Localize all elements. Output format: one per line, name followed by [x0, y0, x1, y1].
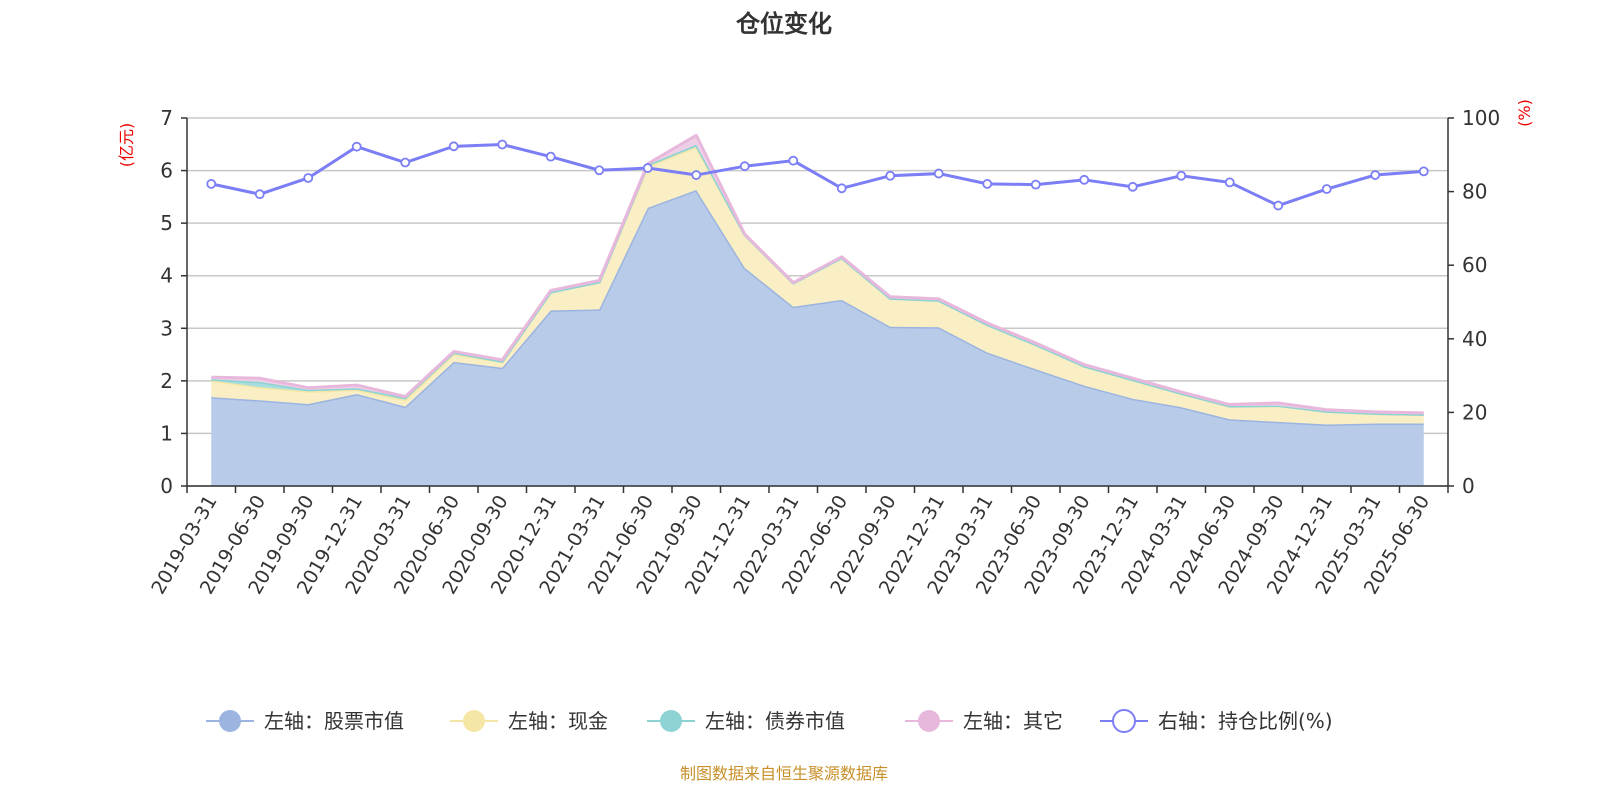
left-axis-tick-label: 1 — [160, 421, 173, 445]
legend-label: 左轴：其它 — [963, 709, 1063, 733]
ratio-point — [982, 178, 993, 189]
left-axis-tick-label: 0 — [160, 474, 173, 498]
ratio-point — [1127, 181, 1138, 192]
ratio-point — [1273, 200, 1284, 211]
right-axis-tick-label: 20 — [1462, 400, 1487, 424]
area-line-左轴：其它 — [211, 133, 1424, 415]
legend-label: 左轴：现金 — [508, 709, 608, 733]
legend-item[interactable]: 左轴：股票市值 — [206, 709, 404, 733]
ratio-point — [788, 155, 799, 166]
ratio-point — [497, 139, 508, 150]
ratio-point — [836, 183, 847, 194]
right-axis-tick-label: 60 — [1462, 253, 1487, 277]
ratio-point — [1224, 177, 1235, 188]
ratio-point — [400, 157, 411, 168]
ratio-point — [1418, 166, 1429, 177]
area-左轴：现金 — [211, 146, 1424, 425]
legend-item[interactable]: 左轴：其它 — [905, 709, 1063, 733]
left-axis-tick-label: 7 — [160, 106, 173, 130]
left-axis-tick-label: 2 — [160, 369, 173, 393]
right-axis-tick-label: 80 — [1462, 180, 1487, 204]
ratio-point — [642, 163, 653, 173]
left-axis-unit: (亿元) — [117, 123, 136, 168]
legend-circle-icon — [660, 710, 682, 732]
left-axis-tick-label: 6 — [160, 159, 173, 183]
ratio-point — [594, 165, 605, 176]
ratio-point — [1079, 174, 1090, 185]
ratio-point — [933, 168, 944, 179]
ratio-point — [254, 189, 265, 200]
ratio-point — [1030, 179, 1041, 190]
legend-label: 右轴：持仓比例(%) — [1158, 709, 1333, 733]
ratio-point — [351, 141, 362, 152]
left-axis-tick-label: 4 — [160, 264, 173, 288]
legend-label: 左轴：股票市值 — [264, 709, 404, 733]
legend-circle-icon — [918, 710, 940, 732]
ratio-point — [691, 170, 702, 180]
right-axis-tick-label: 40 — [1462, 327, 1487, 351]
data-source-footer: 制图数据来自恒生聚源数据库 — [680, 764, 888, 783]
legend-circle-icon — [463, 710, 485, 732]
legend-item[interactable]: 左轴：现金 — [450, 709, 608, 733]
ratio-point — [206, 178, 217, 189]
right-axis-tick-label: 0 — [1462, 474, 1475, 498]
chart-title: 仓位变化 — [735, 10, 832, 38]
right-axis-tick-label: 100 — [1462, 106, 1500, 130]
left-axis-tick-label: 5 — [160, 211, 173, 235]
ratio-point — [885, 170, 896, 181]
ratio-point — [1370, 170, 1381, 180]
legend-item[interactable]: 右轴：持仓比例(%) — [1100, 709, 1333, 733]
legend-item[interactable]: 左轴：债券市值 — [647, 709, 845, 733]
legend-label: 左轴：债券市值 — [705, 709, 845, 733]
ratio-point — [739, 161, 750, 172]
ratio-line — [210, 142, 1424, 208]
ratio-point — [448, 141, 459, 152]
ratio-point — [1321, 184, 1332, 194]
right-axis-unit: (%) — [1515, 99, 1534, 127]
area-左轴：股票市值 — [211, 190, 1424, 486]
legend-circle-icon — [219, 710, 241, 732]
ratio-point — [545, 151, 556, 162]
ratio-point — [1176, 170, 1187, 181]
left-axis-tick-label: 3 — [160, 316, 173, 340]
ratio-point — [303, 173, 314, 183]
legend-circle-icon — [1112, 709, 1136, 733]
